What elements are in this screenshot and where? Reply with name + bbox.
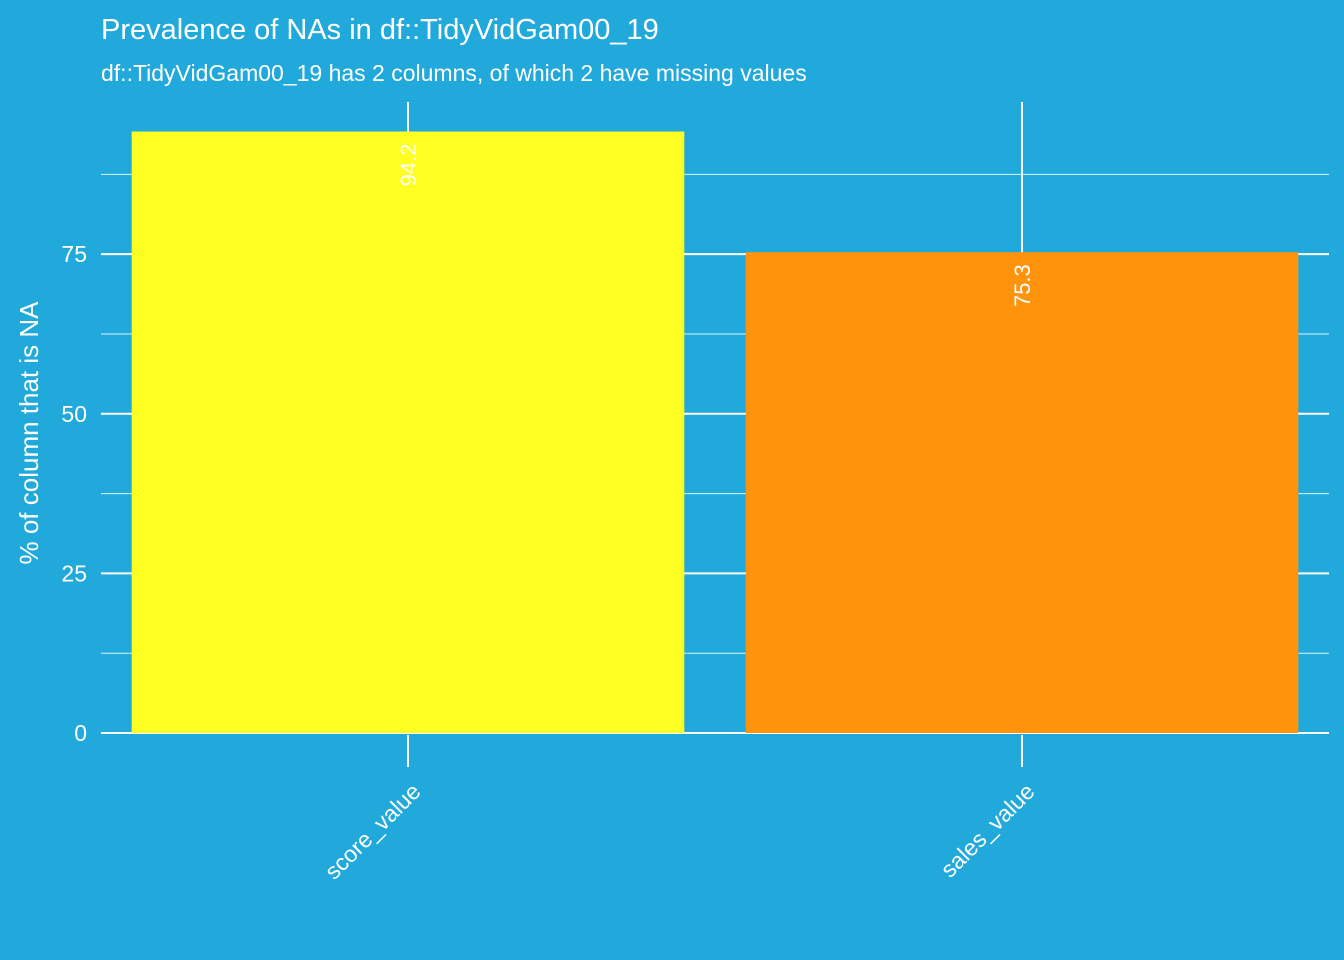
y-tick-label: 75 bbox=[61, 241, 87, 267]
bars bbox=[131, 131, 1299, 733]
data-label: 94.2 bbox=[396, 144, 421, 187]
bar-score_value bbox=[131, 131, 685, 733]
chart-title: Prevalence of NAs in df::TidyVidGam00_19 bbox=[101, 14, 659, 46]
y-axis-label: % of column that is NA bbox=[14, 301, 44, 565]
bar-sales_value bbox=[745, 252, 1299, 733]
data-label: 75.3 bbox=[1010, 264, 1035, 307]
y-tick-label: 0 bbox=[74, 720, 87, 746]
y-tick-label: 50 bbox=[61, 401, 87, 427]
y-tick-label: 25 bbox=[61, 560, 87, 586]
data-labels: 94.2 75.3 bbox=[396, 144, 1035, 308]
chart-subtitle: df::TidyVidGam00_19 has 2 columns, of wh… bbox=[101, 60, 807, 86]
